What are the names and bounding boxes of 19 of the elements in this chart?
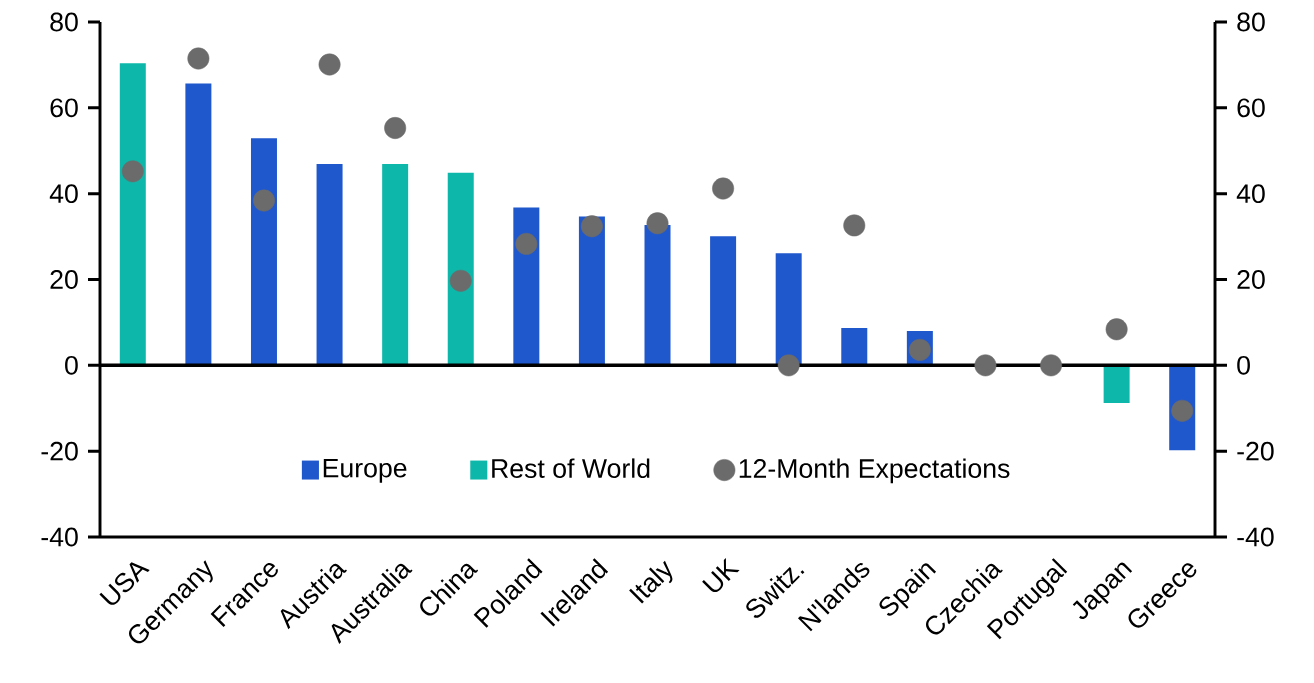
y2-tick-label: 40 (49, 184, 78, 204)
y2-tick-label: -40 (41, 527, 78, 547)
y2-tick-label: 20 (50, 270, 78, 289)
y2-tick-label: 80 (50, 12, 78, 32)
y-tick-label: 80 (1237, 12, 1265, 32)
y2-tick-label: -20 (41, 441, 78, 461)
y-tick-label: -40 (1237, 527, 1274, 547)
y-tick-label: 20 (1237, 270, 1265, 289)
y2-tick-label: 0 (65, 355, 78, 375)
legend-label: 12-Month Expectations (739, 458, 1010, 484)
y-tick-label: 0 (1237, 355, 1250, 375)
y-tick-label: -20 (1237, 441, 1274, 461)
y2-tick-label: 60 (50, 98, 78, 118)
y-tick-label: 40 (1236, 184, 1265, 204)
legend-label: Rest of World (492, 458, 650, 478)
x-tick-label: Italy (629, 560, 673, 604)
y-tick-label: 60 (1237, 98, 1265, 118)
x-tick-label: UK (702, 557, 740, 593)
legend-label: Europe (323, 458, 407, 483)
